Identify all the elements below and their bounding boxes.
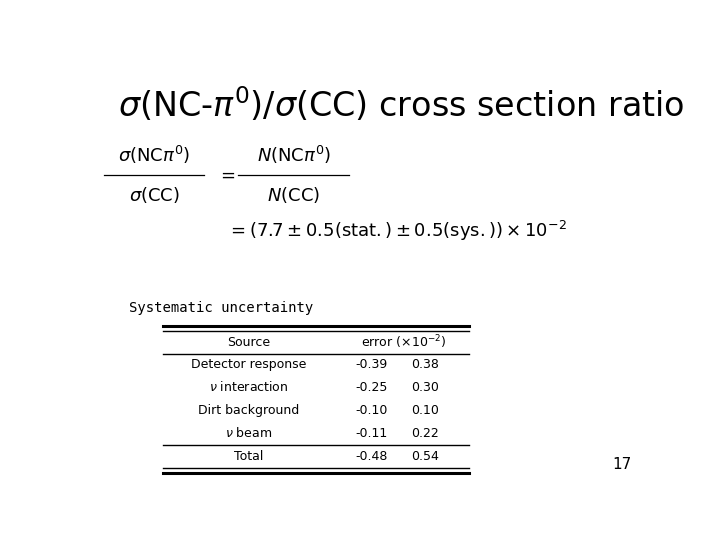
Text: $\sigma(\mathrm{CC})$: $\sigma(\mathrm{CC})$ xyxy=(129,185,180,205)
Text: Source: Source xyxy=(228,336,271,349)
Text: -0.11: -0.11 xyxy=(356,427,388,440)
Text: -0.25: -0.25 xyxy=(356,381,388,394)
Text: 0.10: 0.10 xyxy=(411,404,438,417)
Text: Total: Total xyxy=(234,450,264,463)
Text: $N(\mathrm{CC})$: $N(\mathrm{CC})$ xyxy=(267,185,320,205)
Text: Detector response: Detector response xyxy=(192,358,307,371)
Text: 17: 17 xyxy=(612,457,631,472)
Text: $= (7.7 \pm 0.5(\mathrm{stat.}) \pm 0.5(\mathrm{sys.})) \times 10^{-2}$: $= (7.7 \pm 0.5(\mathrm{stat.}) \pm 0.5(… xyxy=(227,219,567,243)
Text: -0.10: -0.10 xyxy=(356,404,388,417)
Text: $\sigma$(NC-$\pi^0$)/$\sigma$(CC) cross section ratio: $\sigma$(NC-$\pi^0$)/$\sigma$(CC) cross … xyxy=(118,85,685,124)
Text: 0.38: 0.38 xyxy=(411,358,438,371)
Text: $=$: $=$ xyxy=(217,166,236,184)
Text: $\nu$ beam: $\nu$ beam xyxy=(225,426,273,440)
Text: $N(\mathrm{NC}\pi^0)$: $N(\mathrm{NC}\pi^0)$ xyxy=(256,144,330,166)
Text: -0.39: -0.39 xyxy=(356,358,388,371)
Text: 0.30: 0.30 xyxy=(411,381,438,394)
Text: Dirt background: Dirt background xyxy=(199,404,300,417)
Text: $\sigma(\mathrm{NC}\pi^0)$: $\sigma(\mathrm{NC}\pi^0)$ xyxy=(118,144,190,166)
Text: error $(\times 10^{-2})$: error $(\times 10^{-2})$ xyxy=(361,334,446,352)
Text: $\nu$ interaction: $\nu$ interaction xyxy=(210,381,289,394)
Text: Systematic uncertainty: Systematic uncertainty xyxy=(129,301,313,315)
Text: -0.48: -0.48 xyxy=(356,450,388,463)
Text: 0.22: 0.22 xyxy=(411,427,438,440)
Text: 0.54: 0.54 xyxy=(411,450,438,463)
